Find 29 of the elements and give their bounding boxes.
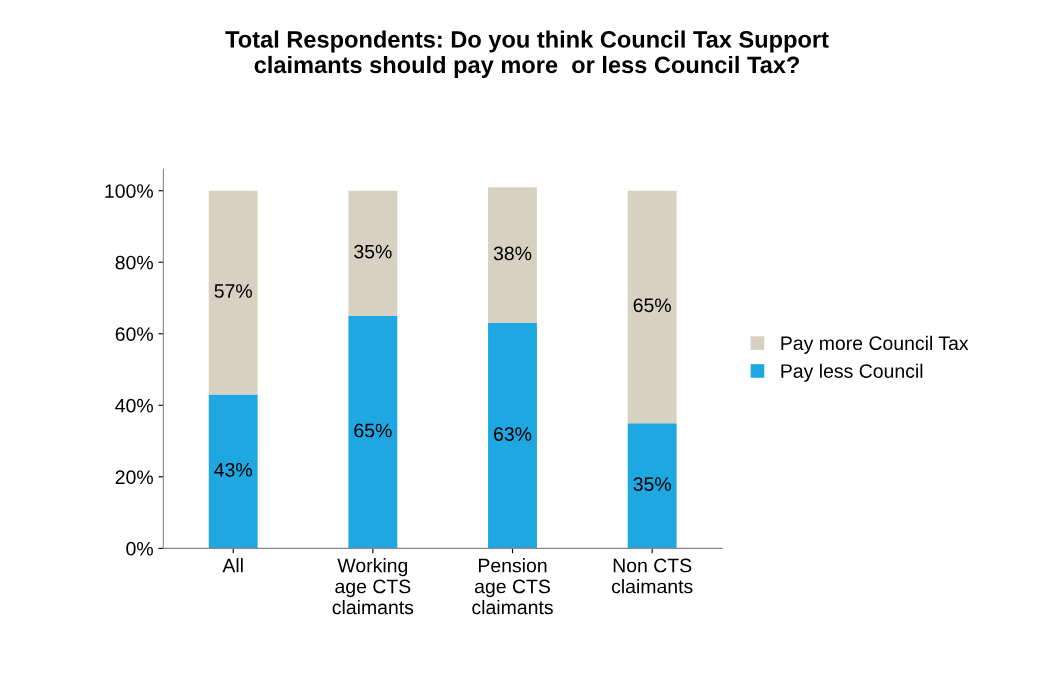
data-label: 65% [354,423,392,438]
bar [627,190,677,424]
legend-label: Pay less Council [781,363,923,382]
y-tick-label: 20% [115,470,153,485]
legend-label: Pay more Council Tax [781,335,969,354]
data-label: 65% [633,298,671,313]
y-tick-label: 40% [115,398,153,413]
data-label: 38% [493,246,532,261]
bar [348,190,398,316]
x-tick-label: All [222,558,243,573]
bar [208,190,258,395]
y-tick-label: 80% [115,255,153,270]
bar [488,187,537,324]
bar [488,323,537,549]
data-label: 63% [494,427,532,441]
bar [208,394,258,549]
data-label: 57% [214,284,252,298]
y-tick-label: 100% [105,184,153,198]
data-label: 43% [214,462,252,477]
data-label: 35% [354,244,392,259]
x-tick-label: Pension age CTS claimants [472,558,553,615]
data-label: 35% [633,477,671,491]
y-tick-label: 60% [115,327,153,342]
x-tick-label: Working age CTS claimants [332,558,414,615]
x-tick-label: Non CTS claimants [611,558,693,594]
y-tick-label: 0% [126,541,153,556]
bar [627,423,677,549]
bar [348,315,398,549]
chart-title: Total Respondents: Do you think Council Tax Support claimants should pay more or less Council Tax? [225,30,829,78]
